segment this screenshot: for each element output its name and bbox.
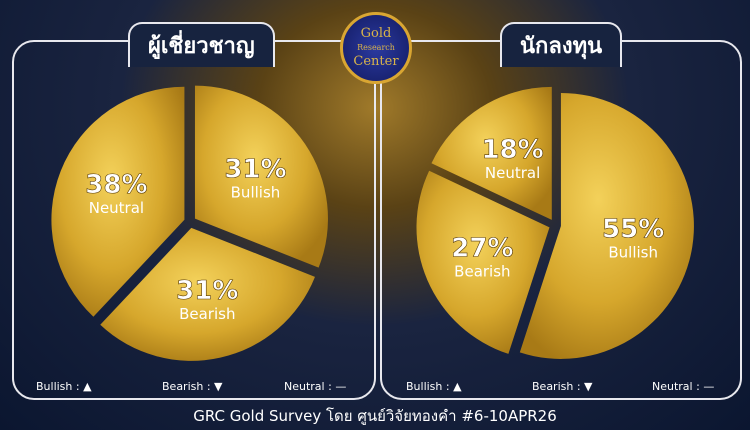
pie-slice-neutral [51, 86, 185, 317]
legend-bearish-right: Bearish : ▼ [532, 380, 593, 393]
gold-research-center-logo: Gold Research Center [340, 12, 412, 84]
legend-bullish-right: Bullish : ▲ [406, 380, 462, 393]
pie-slice-bearish [416, 170, 550, 354]
pie-value-label: 31% [224, 155, 286, 185]
pie-category-label: Bearish [179, 305, 235, 323]
legend-neutral-left: Neutral : — [284, 380, 347, 393]
pie-slice-bearish [100, 227, 315, 361]
pie-value-label: 55% [602, 214, 664, 244]
pie-slice-bullish [194, 85, 328, 268]
pie-category-label: Bullish [231, 184, 281, 202]
pie-category-label: Neutral [89, 199, 144, 217]
up-arrow-icon: ▲ [453, 380, 462, 393]
up-arrow-icon: ▲ [83, 380, 92, 393]
legend-neutral-right: Neutral : — [652, 380, 715, 393]
pie-slice-bullish [519, 92, 694, 359]
pie-value-label: 38% [85, 170, 147, 200]
pie-category-label: Bearish [454, 262, 510, 280]
pie-value-label: 27% [451, 233, 513, 263]
legend-bullish-left: Bullish : ▲ [36, 380, 92, 393]
pie-value-label: 31% [176, 276, 238, 306]
down-arrow-icon: ▼ [584, 380, 593, 393]
pie-category-label: Neutral [485, 164, 540, 182]
down-arrow-icon: ▼ [214, 380, 223, 393]
expert-title: ผู้เชี่ยวชาญ [128, 22, 275, 67]
dash-icon: — [335, 380, 347, 393]
pie-value-label: 18% [481, 135, 543, 165]
investor-title: นักลงทุน [500, 22, 623, 67]
pie-slice-neutral [431, 86, 552, 220]
dash-icon: — [703, 380, 715, 393]
footer-caption: GRC Gold Survey โดย ศูนย์วิจัยทองคำ #6-1… [193, 407, 557, 425]
pie-category-label: Bullish [608, 243, 658, 261]
legend-bearish-left: Bearish : ▼ [162, 380, 223, 393]
